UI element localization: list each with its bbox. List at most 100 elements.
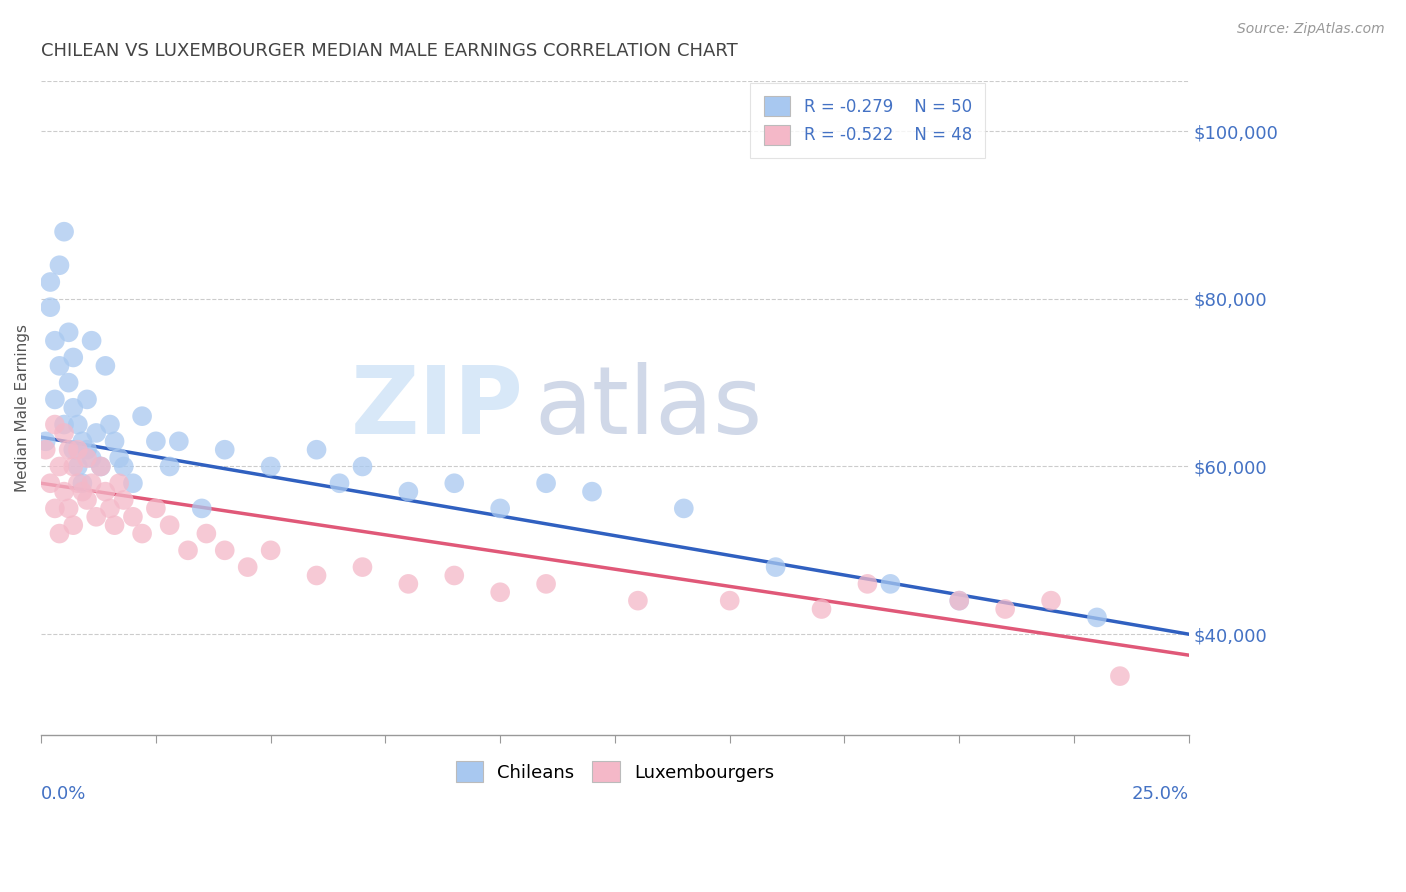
Point	[48, 459, 70, 474]
Point	[305, 568, 328, 582]
Point	[35, 434, 58, 449]
Text: 25.0%: 25.0%	[1132, 785, 1189, 803]
Point	[236, 560, 259, 574]
Point	[48, 258, 70, 272]
Point	[90, 459, 112, 474]
Point	[718, 593, 741, 607]
Point	[352, 560, 374, 574]
Point	[90, 459, 112, 474]
Point	[53, 425, 76, 440]
Point	[58, 326, 80, 340]
Point	[396, 577, 419, 591]
Point	[44, 417, 66, 432]
Point	[39, 275, 62, 289]
Point	[443, 476, 465, 491]
Point	[66, 459, 89, 474]
Point	[103, 518, 125, 533]
Point	[62, 401, 84, 415]
Point	[76, 392, 98, 407]
Point	[195, 526, 218, 541]
Point	[39, 476, 62, 491]
Point	[98, 417, 121, 432]
Point	[94, 359, 117, 373]
Point	[48, 526, 70, 541]
Point	[214, 543, 236, 558]
Point	[489, 585, 512, 599]
Point	[259, 459, 281, 474]
Point	[44, 501, 66, 516]
Point	[534, 476, 557, 491]
Text: Source: ZipAtlas.com: Source: ZipAtlas.com	[1237, 22, 1385, 37]
Point	[489, 501, 512, 516]
Point	[810, 602, 832, 616]
Point	[167, 434, 190, 449]
Point	[58, 442, 80, 457]
Point	[534, 577, 557, 591]
Point	[48, 359, 70, 373]
Point	[62, 459, 84, 474]
Point	[39, 300, 62, 314]
Point	[443, 568, 465, 582]
Point	[44, 392, 66, 407]
Point	[112, 493, 135, 508]
Point	[122, 509, 145, 524]
Point	[396, 484, 419, 499]
Point	[948, 593, 970, 607]
Point	[76, 442, 98, 457]
Text: 0.0%: 0.0%	[41, 785, 87, 803]
Point	[159, 459, 181, 474]
Point	[76, 451, 98, 466]
Point	[84, 509, 107, 524]
Point	[62, 518, 84, 533]
Point	[72, 434, 94, 449]
Point	[994, 602, 1017, 616]
Point	[131, 409, 153, 424]
Point	[66, 442, 89, 457]
Point	[856, 577, 879, 591]
Text: atlas: atlas	[534, 362, 763, 454]
Point	[35, 442, 58, 457]
Point	[214, 442, 236, 457]
Point	[58, 501, 80, 516]
Point	[672, 501, 695, 516]
Point	[103, 434, 125, 449]
Point	[58, 376, 80, 390]
Point	[259, 543, 281, 558]
Point	[66, 417, 89, 432]
Point	[72, 476, 94, 491]
Point	[352, 459, 374, 474]
Point	[62, 442, 84, 457]
Point	[53, 225, 76, 239]
Text: ZIP: ZIP	[350, 362, 523, 454]
Point	[98, 501, 121, 516]
Point	[112, 459, 135, 474]
Point	[131, 526, 153, 541]
Point	[145, 434, 167, 449]
Point	[108, 476, 131, 491]
Point	[80, 451, 103, 466]
Point	[53, 417, 76, 432]
Point	[879, 577, 901, 591]
Legend: R = -0.279    N = 50, R = -0.522    N = 48: R = -0.279 N = 50, R = -0.522 N = 48	[751, 83, 986, 158]
Point	[84, 425, 107, 440]
Point	[1085, 610, 1108, 624]
Point	[765, 560, 787, 574]
Point	[581, 484, 603, 499]
Point	[328, 476, 350, 491]
Point	[1040, 593, 1063, 607]
Point	[44, 334, 66, 348]
Point	[948, 593, 970, 607]
Point	[80, 476, 103, 491]
Point	[122, 476, 145, 491]
Point	[80, 334, 103, 348]
Point	[191, 501, 214, 516]
Point	[305, 442, 328, 457]
Point	[177, 543, 200, 558]
Text: CHILEAN VS LUXEMBOURGER MEDIAN MALE EARNINGS CORRELATION CHART: CHILEAN VS LUXEMBOURGER MEDIAN MALE EARN…	[41, 42, 738, 60]
Point	[159, 518, 181, 533]
Point	[627, 593, 650, 607]
Point	[145, 501, 167, 516]
Point	[66, 476, 89, 491]
Point	[53, 484, 76, 499]
Point	[94, 484, 117, 499]
